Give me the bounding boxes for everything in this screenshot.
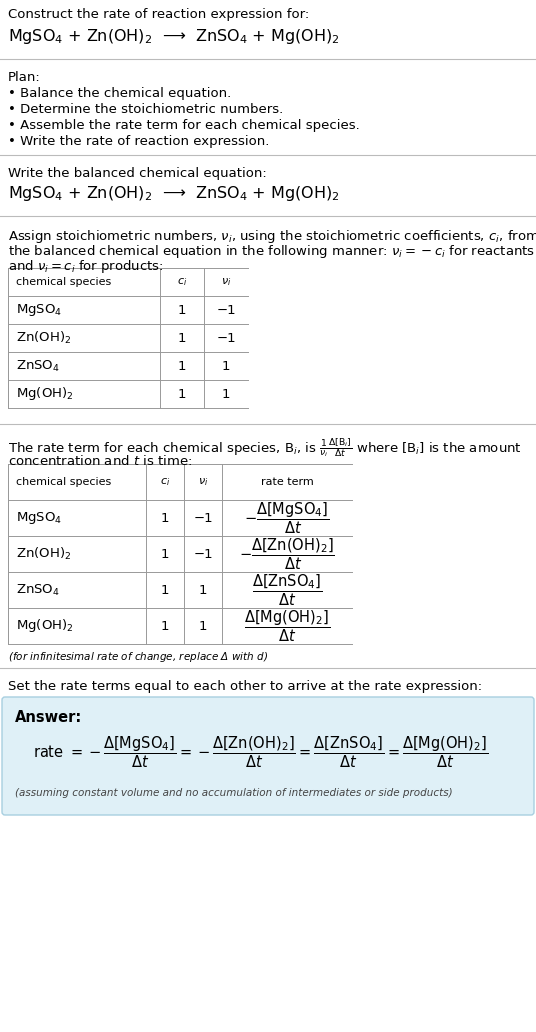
Text: $c_i$: $c_i$	[160, 476, 170, 488]
Text: −1: −1	[193, 512, 213, 524]
Text: • Determine the stoichiometric numbers.: • Determine the stoichiometric numbers.	[8, 103, 283, 116]
Text: The rate term for each chemical species, B$_i$, is $\frac{1}{\nu_i}\frac{\Delta[: The rate term for each chemical species,…	[8, 436, 522, 459]
Text: 1: 1	[161, 583, 169, 596]
Text: Answer:: Answer:	[15, 710, 82, 725]
Text: Mg(OH)$_2$: Mg(OH)$_2$	[16, 617, 73, 635]
Text: −1: −1	[216, 303, 236, 317]
Text: MgSO$_4$ + Zn(OH)$_2$  ⟶  ZnSO$_4$ + Mg(OH)$_2$: MgSO$_4$ + Zn(OH)$_2$ ⟶ ZnSO$_4$ + Mg(OH…	[8, 184, 340, 203]
Text: (assuming constant volume and no accumulation of intermediates or side products): (assuming constant volume and no accumul…	[15, 788, 452, 798]
Text: ZnSO$_4$: ZnSO$_4$	[16, 358, 60, 374]
Text: chemical species: chemical species	[16, 477, 111, 487]
Text: 1: 1	[161, 619, 169, 633]
Text: Plan:: Plan:	[8, 71, 41, 84]
Text: Mg(OH)$_2$: Mg(OH)$_2$	[16, 386, 73, 402]
Text: −1: −1	[193, 548, 213, 560]
Text: Set the rate terms equal to each other to arrive at the rate expression:: Set the rate terms equal to each other t…	[8, 680, 482, 694]
Text: 1: 1	[178, 303, 186, 317]
Text: chemical species: chemical species	[16, 277, 111, 287]
FancyBboxPatch shape	[2, 697, 534, 815]
Text: $c_i$: $c_i$	[177, 277, 187, 288]
Text: −1: −1	[216, 331, 236, 345]
Text: 1: 1	[161, 512, 169, 524]
Text: MgSO$_4$: MgSO$_4$	[16, 510, 62, 526]
Text: $\dfrac{\Delta[\mathrm{Mg(OH)_2}]}{\Delta t}$: $\dfrac{\Delta[\mathrm{Mg(OH)_2}]}{\Delt…	[244, 608, 330, 644]
Text: • Balance the chemical equation.: • Balance the chemical equation.	[8, 87, 231, 100]
Text: Construct the rate of reaction expression for:: Construct the rate of reaction expressio…	[8, 8, 309, 21]
Text: Zn(OH)$_2$: Zn(OH)$_2$	[16, 330, 71, 346]
Text: Write the balanced chemical equation:: Write the balanced chemical equation:	[8, 167, 267, 180]
Text: 1: 1	[199, 583, 207, 596]
Text: MgSO$_4$ + Zn(OH)$_2$  ⟶  ZnSO$_4$ + Mg(OH)$_2$: MgSO$_4$ + Zn(OH)$_2$ ⟶ ZnSO$_4$ + Mg(OH…	[8, 27, 340, 46]
Text: 1: 1	[199, 619, 207, 633]
Text: 1: 1	[178, 359, 186, 373]
Text: rate $= -\dfrac{\Delta[\mathrm{MgSO_4}]}{\Delta t} = -\dfrac{\Delta[\mathrm{Zn(O: rate $= -\dfrac{\Delta[\mathrm{MgSO_4}]}…	[33, 734, 488, 770]
Text: $-\dfrac{\Delta[\mathrm{Zn(OH)_2}]}{\Delta t}$: $-\dfrac{\Delta[\mathrm{Zn(OH)_2}]}{\Del…	[239, 537, 335, 572]
Text: $\nu_i$: $\nu_i$	[198, 476, 208, 488]
Text: 1: 1	[178, 331, 186, 345]
Text: • Write the rate of reaction expression.: • Write the rate of reaction expression.	[8, 135, 270, 148]
Text: $\dfrac{\Delta[\mathrm{ZnSO_4}]}{\Delta t}$: $\dfrac{\Delta[\mathrm{ZnSO_4}]}{\Delta …	[252, 572, 322, 608]
Text: Zn(OH)$_2$: Zn(OH)$_2$	[16, 546, 71, 562]
Text: rate term: rate term	[260, 477, 314, 487]
Text: the balanced chemical equation in the following manner: $\nu_i = -c_i$ for react: the balanced chemical equation in the fo…	[8, 243, 535, 260]
Text: 1: 1	[222, 387, 230, 400]
Text: concentration and $t$ is time:: concentration and $t$ is time:	[8, 454, 192, 467]
Text: $-\dfrac{\Delta[\mathrm{MgSO_4}]}{\Delta t}$: $-\dfrac{\Delta[\mathrm{MgSO_4}]}{\Delta…	[244, 501, 330, 536]
Text: ZnSO$_4$: ZnSO$_4$	[16, 582, 60, 598]
Text: 1: 1	[161, 548, 169, 560]
Text: 1: 1	[178, 387, 186, 400]
Text: $\nu_i$: $\nu_i$	[221, 277, 231, 288]
Text: (for infinitesimal rate of change, replace Δ with $d$): (for infinitesimal rate of change, repla…	[8, 650, 268, 664]
Text: and $\nu_i = c_i$ for products:: and $\nu_i = c_i$ for products:	[8, 258, 163, 275]
Text: Assign stoichiometric numbers, $\nu_i$, using the stoichiometric coefficients, $: Assign stoichiometric numbers, $\nu_i$, …	[8, 228, 536, 245]
Text: • Assemble the rate term for each chemical species.: • Assemble the rate term for each chemic…	[8, 119, 360, 132]
Text: 1: 1	[222, 359, 230, 373]
Text: MgSO$_4$: MgSO$_4$	[16, 302, 62, 318]
